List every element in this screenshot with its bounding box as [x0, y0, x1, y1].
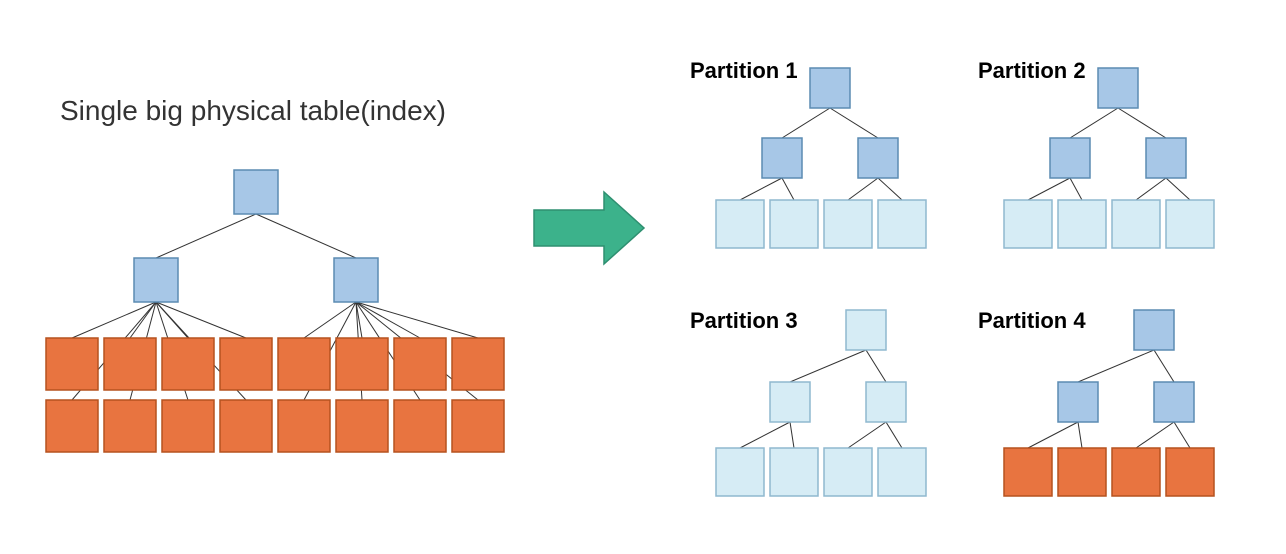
- partition-p4-root: [1134, 310, 1174, 350]
- left-leaf-r1-5: [336, 338, 388, 390]
- partition-p1-root: [810, 68, 850, 108]
- partition-p1-mid-0: [762, 138, 802, 178]
- partition-p2-mid-1: [1146, 138, 1186, 178]
- partition-p4-leaf-3: [1166, 448, 1214, 496]
- left-leaf-r2-3: [220, 400, 272, 452]
- left-leaf-r1-7: [452, 338, 504, 390]
- left-tree-title: Single big physical table(index): [60, 95, 446, 126]
- partition-p3-leaf-3: [878, 448, 926, 496]
- left-leaf-r2-2: [162, 400, 214, 452]
- left-leaf-r2-1: [104, 400, 156, 452]
- left-leaf-r1-4: [278, 338, 330, 390]
- left-mid-node-0: [134, 258, 178, 302]
- partition-p4-leaf-0: [1004, 448, 1052, 496]
- partition-p3-leaf-2: [824, 448, 872, 496]
- partition-p1-leaf-3: [878, 200, 926, 248]
- left-leaf-r1-1: [104, 338, 156, 390]
- partition-p3-mid-0: [770, 382, 810, 422]
- partition-p2-leaf-3: [1166, 200, 1214, 248]
- left-leaf-r1-2: [162, 338, 214, 390]
- left-leaf-r2-4: [278, 400, 330, 452]
- partition-p2-leaf-0: [1004, 200, 1052, 248]
- partition-p3-leaf-1: [770, 448, 818, 496]
- partition-p3-mid-1: [866, 382, 906, 422]
- partition-title-p4: Partition 4: [978, 308, 1086, 333]
- partition-p1-leaf-2: [824, 200, 872, 248]
- partition-title-p2: Partition 2: [978, 58, 1086, 83]
- partition-p3-leaf-0: [716, 448, 764, 496]
- partition-p2-leaf-1: [1058, 200, 1106, 248]
- partition-p3-root: [846, 310, 886, 350]
- left-leaf-r1-0: [46, 338, 98, 390]
- left-leaf-r2-6: [394, 400, 446, 452]
- left-mid-node-1: [334, 258, 378, 302]
- partition-title-p3: Partition 3: [690, 308, 798, 333]
- partition-p2-leaf-2: [1112, 200, 1160, 248]
- left-leaf-r1-3: [220, 338, 272, 390]
- partition-p2-mid-0: [1050, 138, 1090, 178]
- partition-p4-leaf-1: [1058, 448, 1106, 496]
- left-leaf-r2-5: [336, 400, 388, 452]
- partition-p4-mid-1: [1154, 382, 1194, 422]
- partition-p1-leaf-1: [770, 200, 818, 248]
- left-leaf-r1-6: [394, 338, 446, 390]
- partition-title-p1: Partition 1: [690, 58, 798, 83]
- partition-p1-mid-1: [858, 138, 898, 178]
- partition-diagram: Single big physical table(index) Partitio…: [0, 0, 1286, 554]
- partition-p2-root: [1098, 68, 1138, 108]
- left-root-node: [234, 170, 278, 214]
- left-leaf-r2-0: [46, 400, 98, 452]
- left-leaf-r2-7: [452, 400, 504, 452]
- partition-p4-mid-0: [1058, 382, 1098, 422]
- partition-p4-leaf-2: [1112, 448, 1160, 496]
- partition-p1-leaf-0: [716, 200, 764, 248]
